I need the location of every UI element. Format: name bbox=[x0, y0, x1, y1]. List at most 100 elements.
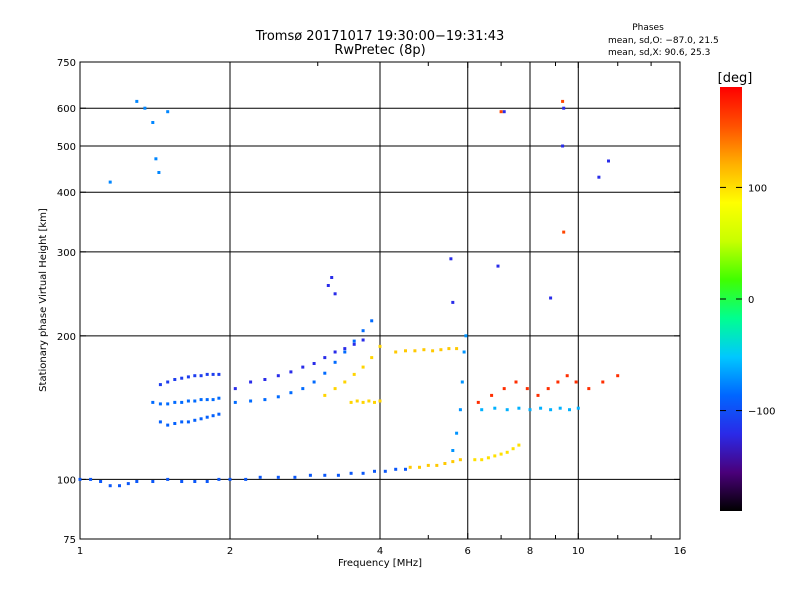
data-point bbox=[326, 284, 330, 287]
data-point bbox=[233, 387, 237, 391]
data-point bbox=[514, 380, 518, 384]
data-point bbox=[370, 356, 374, 360]
data-point bbox=[616, 374, 620, 378]
data-point bbox=[431, 349, 435, 353]
data-point bbox=[435, 463, 439, 467]
data-point bbox=[568, 408, 571, 412]
data-point bbox=[517, 443, 521, 447]
data-point bbox=[312, 380, 316, 384]
phase-line-x: mean, sd,X: 90.6, 25.3 bbox=[608, 48, 710, 58]
data-point bbox=[108, 180, 112, 184]
colorbar-tick-label: 100 bbox=[748, 183, 767, 194]
data-point bbox=[607, 159, 610, 163]
data-point bbox=[373, 400, 376, 404]
data-point bbox=[426, 463, 430, 467]
data-point bbox=[565, 374, 569, 378]
data-point bbox=[199, 417, 203, 421]
data-point bbox=[186, 420, 190, 424]
data-point bbox=[343, 350, 347, 354]
data-point bbox=[158, 383, 162, 387]
data-point bbox=[576, 406, 580, 410]
data-point bbox=[276, 475, 280, 479]
data-point bbox=[404, 349, 407, 353]
data-point bbox=[536, 393, 540, 397]
data-point bbox=[157, 171, 161, 174]
data-point bbox=[493, 454, 497, 458]
data-point bbox=[601, 380, 605, 384]
data-point bbox=[383, 469, 387, 473]
data-point bbox=[517, 406, 521, 410]
phase-title: Phases bbox=[632, 23, 664, 33]
x-tick-label: 6 bbox=[465, 546, 471, 557]
data-point bbox=[180, 480, 184, 483]
data-point bbox=[502, 387, 506, 391]
data-point bbox=[323, 371, 327, 375]
data-point bbox=[355, 399, 359, 403]
data-point bbox=[574, 380, 578, 384]
data-point bbox=[199, 374, 203, 378]
colorbar-label: [deg] bbox=[718, 71, 753, 86]
y-tick-label: 100 bbox=[57, 475, 76, 486]
y-tick-label: 300 bbox=[57, 248, 76, 259]
data-point bbox=[333, 350, 337, 354]
data-point bbox=[418, 465, 421, 469]
data-point bbox=[528, 408, 532, 412]
data-point bbox=[458, 408, 462, 412]
data-point bbox=[499, 452, 503, 456]
data-point bbox=[370, 319, 374, 323]
data-point bbox=[505, 408, 509, 412]
data-point bbox=[561, 144, 565, 148]
x-tick-label: 10 bbox=[572, 546, 585, 557]
data-point bbox=[173, 378, 177, 381]
data-point bbox=[166, 477, 170, 481]
data-point bbox=[186, 375, 190, 379]
data-point bbox=[493, 406, 497, 410]
data-point bbox=[333, 360, 337, 364]
data-point bbox=[154, 157, 158, 161]
data-point bbox=[455, 431, 459, 435]
data-point bbox=[486, 456, 490, 460]
data-point bbox=[373, 469, 376, 473]
data-point bbox=[211, 398, 215, 402]
colorbar-ticks: 100 0 −100 bbox=[720, 183, 775, 418]
y-tick-label: 500 bbox=[57, 142, 76, 153]
x-tick-label: 8 bbox=[527, 546, 533, 557]
x-tick-label: 2 bbox=[227, 546, 233, 557]
data-point bbox=[460, 380, 464, 384]
data-point bbox=[151, 480, 155, 483]
data-point bbox=[562, 230, 566, 234]
data-point bbox=[333, 387, 337, 391]
data-point bbox=[336, 473, 340, 477]
data-point bbox=[343, 347, 347, 351]
data-point bbox=[549, 408, 553, 412]
data-point bbox=[118, 484, 121, 488]
data-point bbox=[480, 408, 484, 412]
data-point bbox=[451, 449, 455, 452]
data-point bbox=[135, 480, 139, 483]
y-tick-label: 600 bbox=[57, 104, 76, 115]
data-point bbox=[502, 110, 506, 114]
chart-title: Tromsø 20171017 19:30:00−19:31:43 bbox=[255, 29, 505, 44]
colorbar-tick-label: −100 bbox=[748, 407, 775, 418]
plot-grid bbox=[80, 62, 680, 539]
data-point bbox=[464, 334, 468, 338]
data-point bbox=[367, 399, 371, 403]
data-point bbox=[151, 121, 155, 124]
data-point bbox=[562, 106, 566, 110]
data-point bbox=[301, 387, 305, 391]
data-point bbox=[561, 99, 565, 103]
data-point bbox=[205, 372, 209, 376]
data-point bbox=[443, 462, 447, 465]
data-point bbox=[458, 458, 462, 462]
data-point bbox=[511, 447, 515, 451]
data-point bbox=[180, 376, 184, 380]
data-point bbox=[258, 475, 262, 479]
data-point bbox=[99, 480, 103, 483]
data-point bbox=[276, 395, 280, 399]
x-tick-label: 1 bbox=[77, 546, 83, 557]
data-point bbox=[546, 387, 550, 391]
data-point bbox=[249, 399, 253, 403]
data-point bbox=[312, 362, 316, 365]
data-point bbox=[451, 460, 455, 464]
data-point bbox=[211, 372, 215, 376]
